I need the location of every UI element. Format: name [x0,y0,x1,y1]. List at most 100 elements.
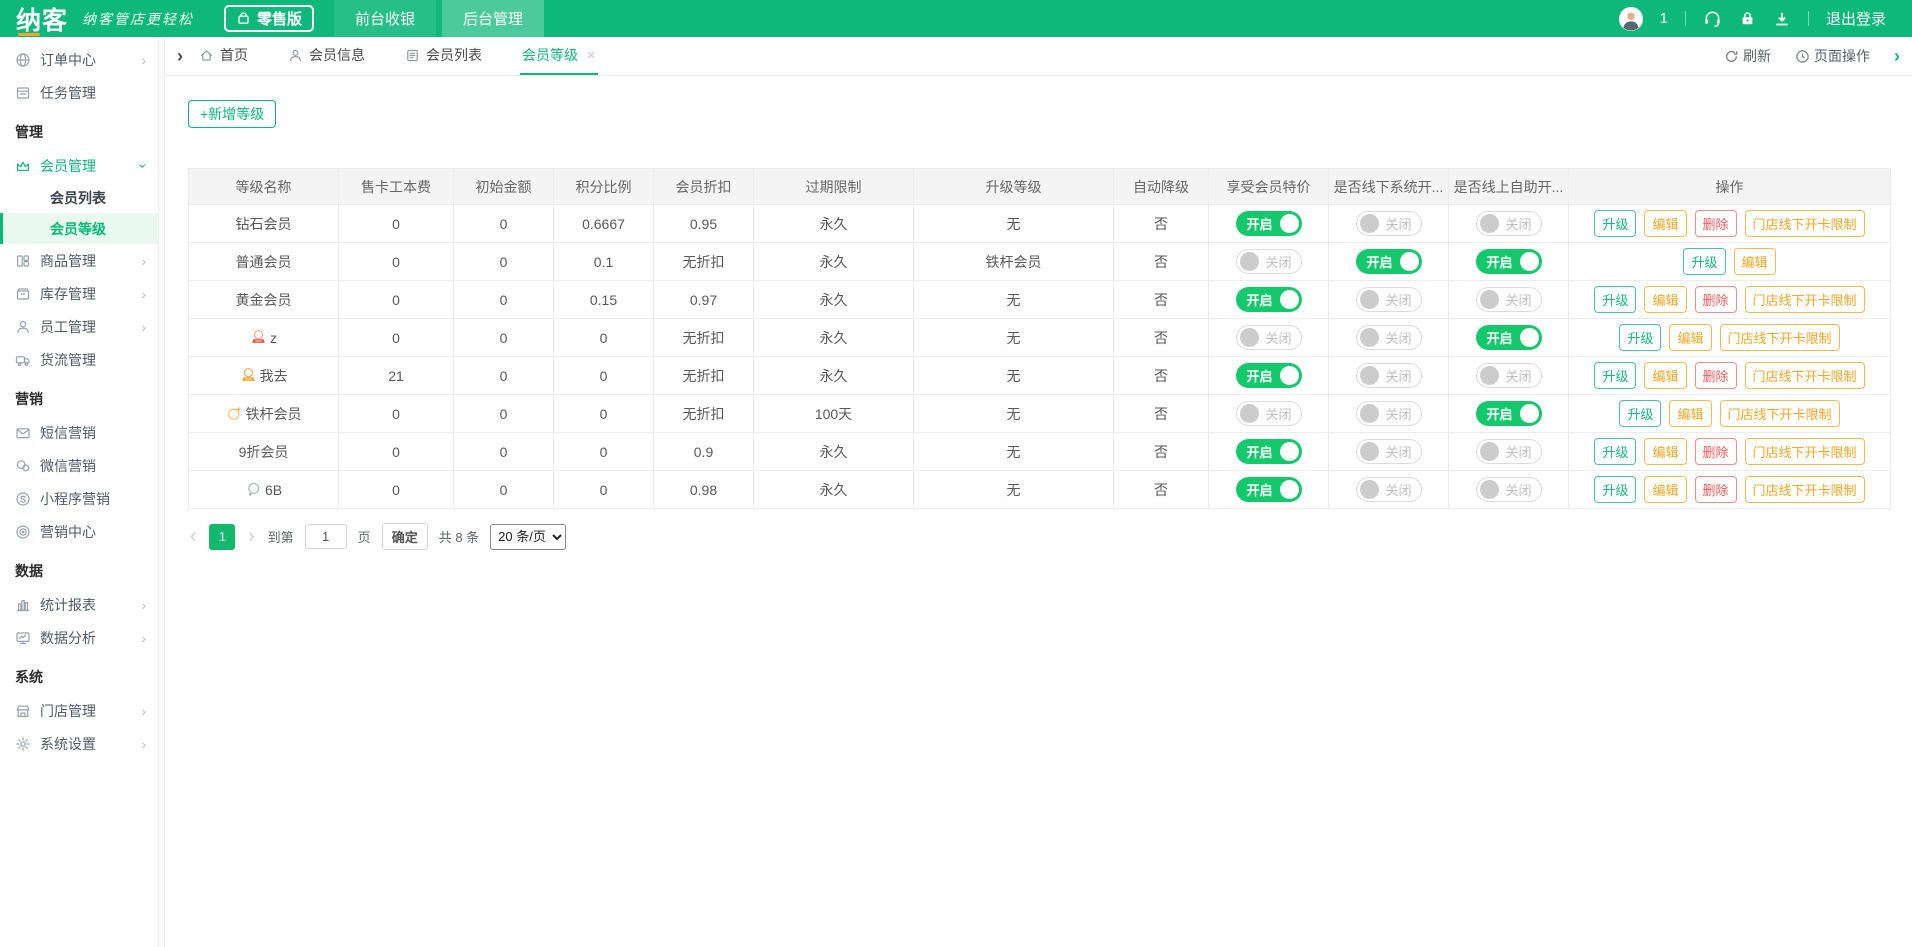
edit-button[interactable]: 编辑 [1644,286,1687,313]
delete-button[interactable]: 删除 [1694,286,1737,313]
card-fee: 0 [392,329,400,346]
edit-button[interactable]: 编辑 [1644,476,1687,503]
upgrade-button[interactable]: 升级 [1683,248,1726,275]
edit-button[interactable]: 编辑 [1644,210,1687,237]
page-size-select[interactable]: 20 条/页 [490,523,567,550]
sidebar-item-statistics-report[interactable]: 统计报表 › [0,588,158,621]
goto-page-input[interactable] [304,524,347,549]
member-special-toggle[interactable]: 开启 [1235,439,1302,464]
upgrade-button[interactable]: 升级 [1594,210,1637,237]
next-page-button[interactable]: › [248,526,255,547]
upgrade-button[interactable]: 升级 [1619,400,1662,427]
sidebar-item-task-management[interactable]: 任务管理 [0,76,158,109]
offline-open-toggle[interactable]: 关闭 [1355,439,1422,464]
upgrade-button[interactable]: 升级 [1619,324,1662,351]
sidebar-item-staff-management[interactable]: 员工管理 › [0,310,158,343]
member-special-toggle[interactable]: 开启 [1235,211,1302,236]
offline-open-toggle[interactable]: 关闭 [1355,287,1422,312]
upgrade-button[interactable]: 升级 [1594,438,1637,465]
member-special-toggle[interactable]: 关闭 [1235,249,1302,274]
nav-backend-admin[interactable]: 后台管理 [442,0,545,37]
add-level-button[interactable]: +新增等级 [188,100,277,128]
upgrade-button[interactable]: 升级 [1594,362,1637,389]
offline-open-toggle[interactable]: 关闭 [1355,363,1422,388]
sidebar-item-wechat-marketing[interactable]: 微信营销 [0,449,158,482]
sidebar-item-data-analysis[interactable]: 数据分析 › [0,621,158,654]
sidebar-item-label: 任务管理 [40,84,96,101]
tab-home[interactable]: 首页 [197,37,250,75]
sidebar-item-logistics-management[interactable]: 货流管理 [0,343,158,376]
sidebar-item-product-management[interactable]: 商品管理 › [0,244,158,277]
online-open-toggle[interactable]: 开启 [1475,249,1542,274]
sidebar-subitem-member-list[interactable]: 会员列表 [0,182,158,213]
sidebar-item-sms-marketing[interactable]: 短信营销 [0,416,158,449]
offline-open-toggle[interactable]: 关闭 [1355,477,1422,502]
prev-page-button[interactable]: ‹ [190,526,197,547]
offline-open-toggle[interactable]: 关闭 [1355,325,1422,350]
download-icon[interactable] [1773,10,1791,28]
delete-button[interactable]: 删除 [1694,362,1737,389]
online-open-toggle[interactable]: 关闭 [1475,287,1542,312]
lock-icon[interactable] [1739,10,1756,27]
online-open-toggle[interactable]: 开启 [1475,325,1542,350]
member-discount: 0.98 [689,481,718,498]
online-open-toggle[interactable]: 关闭 [1475,211,1542,236]
upgrade-button[interactable]: 升级 [1594,286,1637,313]
offline-open-toggle[interactable]: 关闭 [1355,211,1422,236]
nav-front-cashier[interactable]: 前台收银 [334,0,437,37]
edit-button[interactable]: 编辑 [1644,438,1687,465]
limit-button[interactable]: 门店线下开卡限制 [1744,438,1865,465]
page-actions-button[interactable]: 页面操作 [1795,46,1870,66]
more-tabs-chevron-icon[interactable]: › [1894,46,1900,66]
sidebar-item-miniprogram-marketing[interactable]: 小程序营销 [0,482,158,515]
tab-member-list[interactable]: 会员列表 [403,37,484,75]
refresh-button[interactable]: 刷新 [1724,46,1771,66]
online-open-toggle[interactable]: 关闭 [1475,477,1542,502]
limit-button[interactable]: 门店线下开卡限制 [1719,400,1840,427]
limit-button[interactable]: 门店线下开卡限制 [1744,210,1865,237]
headset-icon[interactable] [1703,9,1722,28]
sidebar-item-member-management[interactable]: 会员管理 › [0,149,158,182]
limit-button[interactable]: 门店线下开卡限制 [1719,324,1840,351]
current-page-button[interactable]: 1 [209,523,236,550]
delete-button[interactable]: 删除 [1694,438,1737,465]
avatar[interactable] [1618,6,1643,31]
delete-button[interactable]: 删除 [1694,476,1737,503]
collapse-sidebar-icon[interactable]: › [177,46,183,66]
upgrade-button[interactable]: 升级 [1594,476,1637,503]
member-special-toggle[interactable]: 关闭 [1235,401,1302,426]
tab-member-level[interactable]: 会员等级 × [520,37,598,75]
edit-button[interactable]: 编辑 [1644,362,1687,389]
close-tab-icon[interactable]: × [587,46,596,64]
offline-open-toggle[interactable]: 关闭 [1355,401,1422,426]
member-special-toggle[interactable]: 开启 [1235,363,1302,388]
sidebar-subitem-member-level[interactable]: 会员等级 [0,213,158,244]
member-special-toggle[interactable]: 开启 [1235,477,1302,502]
confirm-page-button[interactable]: 确定 [381,523,428,550]
online-open-toggle[interactable]: 开启 [1475,401,1542,426]
sidebar-item-order-center[interactable]: 订单中心 › [0,43,158,76]
sidebar-item-store-management[interactable]: 门店管理 › [0,694,158,727]
edit-button[interactable]: 编辑 [1669,324,1712,351]
delete-button[interactable]: 删除 [1694,210,1737,237]
edit-button[interactable]: 编辑 [1669,400,1712,427]
top-nav: 前台收银 后台管理 [328,0,545,37]
logout-button[interactable]: 退出登录 [1825,11,1886,28]
header-right: 1 退出登录 [1618,6,1886,31]
online-open-toggle[interactable]: 关闭 [1475,363,1542,388]
sidebar-item-marketing-center[interactable]: 营销中心 [0,515,158,548]
edit-button[interactable]: 编辑 [1733,248,1776,275]
member-special-toggle[interactable]: 关闭 [1235,325,1302,350]
medal-orange-icon [240,367,257,384]
limit-button[interactable]: 门店线下开卡限制 [1744,286,1865,313]
online-open-toggle[interactable]: 关闭 [1475,439,1542,464]
sidebar-scrollbar[interactable] [158,37,165,947]
limit-button[interactable]: 门店线下开卡限制 [1744,476,1865,503]
sidebar-item-system-settings[interactable]: 系统设置 › [0,727,158,760]
member-special-toggle[interactable]: 开启 [1235,287,1302,312]
tab-member-info[interactable]: 会员信息 [286,37,367,75]
auto-downgrade: 否 [1154,443,1168,460]
sidebar-item-inventory-management[interactable]: 库存管理 › [0,277,158,310]
limit-button[interactable]: 门店线下开卡限制 [1744,362,1865,389]
offline-open-toggle[interactable]: 开启 [1355,249,1422,274]
